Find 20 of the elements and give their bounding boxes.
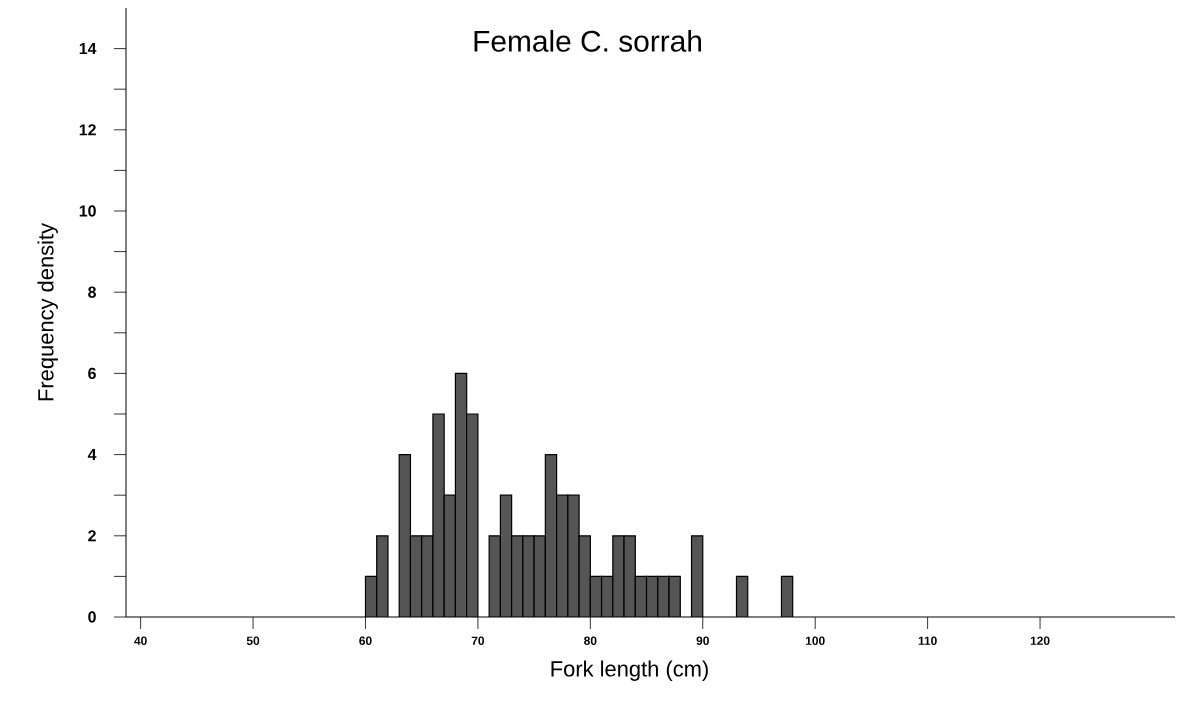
- y-tick-label: 10: [79, 205, 96, 217]
- x-tick-label: 90: [696, 636, 709, 645]
- x-tick-label: 100: [805, 636, 825, 645]
- y-tick-label: 6: [88, 367, 96, 380]
- x-tick-label: 60: [359, 636, 372, 645]
- x-tick-label: 110: [918, 636, 937, 645]
- y-tick-label: 12: [79, 124, 96, 136]
- x-tick-label: 120: [1030, 636, 1050, 645]
- x-axis-title: Fork length (cm): [551, 660, 708, 681]
- y-tick-label: 14: [79, 43, 97, 55]
- y-tick-label: 8: [88, 286, 96, 298]
- x-tick-label: 70: [471, 636, 485, 645]
- x-tick-label: 50: [246, 636, 260, 645]
- y-tick-label: 4: [87, 449, 97, 461]
- y-axis-title: Frequency density: [37, 223, 58, 401]
- text: Female C. sorrah: [474, 29, 701, 52]
- y-tick-label: 0: [88, 611, 96, 623]
- x-tick-label: 80: [584, 636, 597, 645]
- y-tick-label: 2: [88, 530, 96, 542]
- x-tick-label: 40: [134, 636, 147, 645]
